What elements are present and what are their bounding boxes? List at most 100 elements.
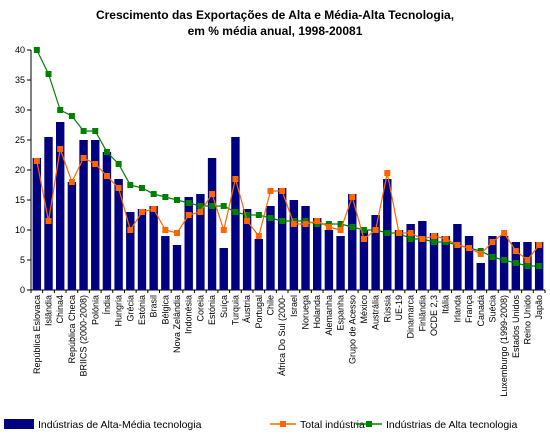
series-point [290,221,297,227]
bar [406,224,415,290]
series-point [103,149,110,155]
series-point [302,221,309,227]
bar [44,137,53,290]
series-point [197,203,204,209]
x-tick-label: Brasil [149,295,159,318]
bar [137,209,147,290]
series-point [220,203,227,209]
series-point [68,179,75,185]
bar [348,194,357,290]
bar [32,158,42,290]
series-point [267,188,274,194]
series-point [536,263,543,269]
x-tick-label: Japão [534,295,544,320]
legend: Indústrias de Alta-Média tecnologia Total… [4,419,517,431]
series-point [466,245,473,251]
x-tick-label: Noruega [301,295,311,330]
series-point [395,230,402,236]
series-point [267,215,274,221]
series-point [138,209,145,215]
bar [55,122,65,290]
bar [126,212,135,290]
series-point [501,230,508,236]
bar [418,221,427,290]
series-point [524,263,531,269]
series-point [92,161,99,167]
series-point [115,185,122,191]
series-point [349,194,356,200]
series-point [162,227,169,233]
series-point [360,236,367,242]
x-tick-label: Itália [441,295,451,314]
bar [242,209,252,290]
series-point [314,218,321,224]
bar [172,245,182,290]
bar [67,182,77,290]
bar [394,230,404,290]
series-point [360,227,367,233]
bar [429,233,439,290]
x-tick-label: Irlanda [452,295,462,323]
x-tick-label: Holanda [312,295,322,329]
series-point [209,203,216,209]
series-point [45,71,52,77]
bar [301,206,310,290]
bar [102,152,112,290]
series-point [150,191,157,197]
legend-swatch-bar [4,419,34,429]
series-point [80,155,87,161]
bar [277,188,287,290]
chart-title-line-1: Crescimento das Exportações de Alta e Mé… [96,8,454,22]
series-point [57,146,64,152]
x-tick-label: Grécia [125,295,135,322]
y-tick-label: 5 [20,255,25,265]
x-tick-label: OCDE 2,3 [429,295,439,336]
y-tick-label: 30 [15,105,25,115]
chart-title-line-2: em % média anual, 1998-20081 [188,24,363,38]
bar [254,239,264,290]
x-tick-label: Coreia [195,295,205,322]
category-labels: República Eslovaca Islândia China4 Repúblic… [32,295,544,397]
series-point [127,182,134,188]
series-point [431,239,438,245]
series-point [220,227,227,233]
bar [312,218,322,290]
x-tick-label: Reino Unido [522,295,532,345]
series-point [384,170,391,176]
y-tick-label: 0 [20,285,25,295]
bar [441,236,450,290]
series-point [501,257,508,263]
x-tick-label: Espanha [336,295,346,331]
bar [266,206,275,290]
series-point [162,194,169,200]
x-tick-label: Indonésia [184,295,194,334]
series-point [103,173,110,179]
x-tick-label: Chile [265,295,275,316]
series-point [244,218,251,224]
series-point [419,236,426,242]
series-point [127,227,134,233]
bar [289,200,299,290]
legend-swatch-marker [366,421,372,427]
bar [184,197,193,290]
series-point [174,197,181,203]
series-point [536,242,543,248]
series-point [33,158,40,164]
series-point [185,212,192,218]
y-tick-label: 40 [15,45,25,55]
x-tick-label: Austrália [371,295,381,330]
x-tick-label: França [464,295,474,323]
y-tick-label: 10 [15,225,25,235]
series-point [150,206,157,212]
series-point [442,236,449,242]
bar [207,158,217,290]
series-point [232,209,239,215]
series-point [255,233,262,239]
bar [371,215,380,290]
y-tick-label: 20 [15,165,25,175]
x-tick-label: Hungria [114,295,124,327]
x-tick-label: Israel [289,295,299,317]
lines-layer [33,47,543,269]
